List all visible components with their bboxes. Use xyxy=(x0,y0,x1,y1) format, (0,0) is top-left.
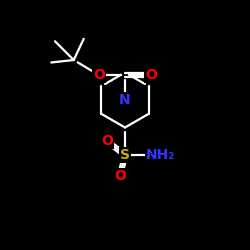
Text: O: O xyxy=(145,68,157,82)
Text: NH₂: NH₂ xyxy=(146,148,175,162)
Text: N: N xyxy=(119,93,131,107)
Text: S: S xyxy=(120,148,130,162)
Text: O: O xyxy=(93,68,105,82)
Text: O: O xyxy=(114,169,126,183)
Text: O: O xyxy=(101,134,113,148)
